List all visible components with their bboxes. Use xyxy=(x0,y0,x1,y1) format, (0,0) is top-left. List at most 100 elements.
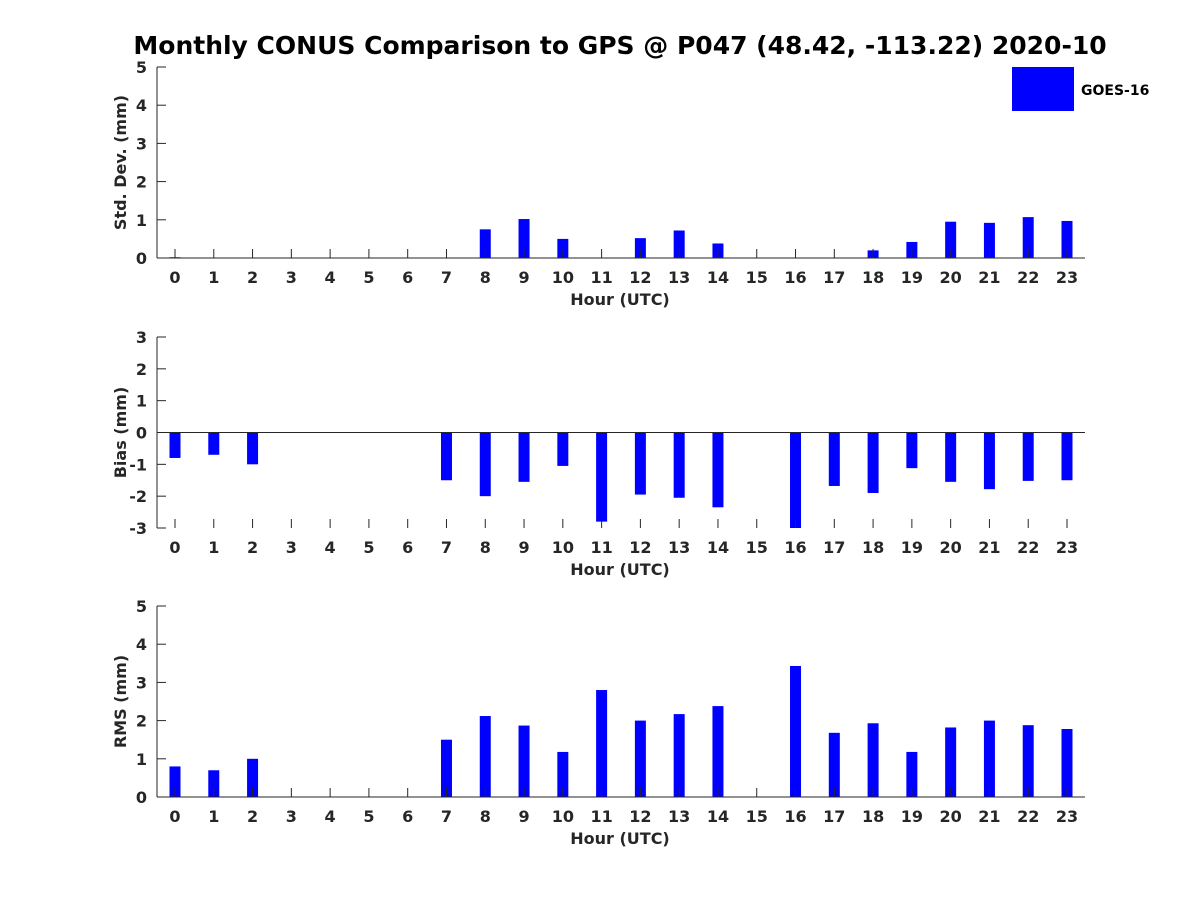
y-tick-label-bias-3: 3 xyxy=(136,328,147,347)
x-tick-label-rms-16: 16 xyxy=(784,807,806,826)
y-tick-label-std-5: 5 xyxy=(136,58,147,77)
x-tick-label-bias-15: 15 xyxy=(746,538,768,557)
bar-rms-12 xyxy=(634,720,646,797)
x-tick-label-rms-15: 15 xyxy=(746,807,768,826)
x-tick-label-rms-17: 17 xyxy=(823,807,845,826)
x-tick-label-std-13: 13 xyxy=(668,268,690,287)
bar-std-23 xyxy=(1061,220,1073,258)
bar-std-10 xyxy=(557,238,569,258)
x-tick-label-std-2: 2 xyxy=(247,268,258,287)
x-tick-label-rms-8: 8 xyxy=(480,807,491,826)
x-tick-label-bias-19: 19 xyxy=(901,538,923,557)
y-tick-label-bias--2: -2 xyxy=(129,487,147,506)
bar-rms-21 xyxy=(983,720,995,797)
bar-std-13 xyxy=(673,230,685,258)
x-tick-label-rms-14: 14 xyxy=(707,807,729,826)
x-tick-label-bias-21: 21 xyxy=(978,538,1000,557)
x-tick-label-bias-12: 12 xyxy=(629,538,651,557)
x-tick-label-rms-19: 19 xyxy=(901,807,923,826)
x-tick-label-bias-8: 8 xyxy=(480,538,491,557)
bar-std-21 xyxy=(983,222,995,258)
legend-swatch-goes-16 xyxy=(1012,67,1074,111)
legend-label-goes-16: GOES-16 xyxy=(1081,83,1149,99)
x-tick-label-rms-10: 10 xyxy=(552,807,574,826)
x-tick-label-rms-21: 21 xyxy=(978,807,1000,826)
y-tick-label-bias--3: -3 xyxy=(129,519,147,538)
x-tick-label-std-21: 21 xyxy=(978,268,1000,287)
x-tick-label-std-23: 23 xyxy=(1056,268,1078,287)
legend: GOES-16 xyxy=(1012,67,1149,111)
bar-rms-11 xyxy=(596,690,608,797)
x-tick-label-bias-6: 6 xyxy=(402,538,413,557)
bar-bias-7 xyxy=(440,432,452,481)
x-tick-label-bias-16: 16 xyxy=(784,538,806,557)
bar-bias-2 xyxy=(247,432,259,465)
bar-bias-8 xyxy=(479,432,491,497)
x-tick-label-std-18: 18 xyxy=(862,268,884,287)
x-tick-label-std-3: 3 xyxy=(286,268,297,287)
x-tick-label-rms-0: 0 xyxy=(169,807,180,826)
y-tick-label-std-1: 1 xyxy=(136,211,147,230)
x-tick-label-std-7: 7 xyxy=(441,268,452,287)
x-tick-label-bias-0: 0 xyxy=(169,538,180,557)
x-tick-label-std-8: 8 xyxy=(480,268,491,287)
y-tick-label-std-3: 3 xyxy=(136,134,147,153)
bar-bias-1 xyxy=(208,432,220,455)
y-tick-label-rms-0: 0 xyxy=(136,788,147,807)
y-tick-label-std-0: 0 xyxy=(136,249,147,268)
bar-rms-9 xyxy=(518,725,530,797)
bar-bias-21 xyxy=(983,432,995,490)
x-tick-label-rms-9: 9 xyxy=(518,807,529,826)
x-tick-label-bias-3: 3 xyxy=(286,538,297,557)
bar-std-9 xyxy=(518,219,530,258)
x-tick-label-rms-1: 1 xyxy=(208,807,219,826)
bar-rms-0 xyxy=(169,766,181,797)
x-tick-label-std-4: 4 xyxy=(325,268,336,287)
x-tick-label-std-1: 1 xyxy=(208,268,219,287)
x-tick-label-std-14: 14 xyxy=(707,268,729,287)
x-axis-label-bias: Hour (UTC) xyxy=(570,560,670,579)
bar-bias-19 xyxy=(906,432,918,469)
x-tick-label-rms-18: 18 xyxy=(862,807,884,826)
x-tick-label-std-9: 9 xyxy=(518,268,529,287)
y-tick-label-rms-3: 3 xyxy=(136,673,147,692)
x-tick-label-rms-4: 4 xyxy=(325,807,336,826)
y-tick-label-rms-1: 1 xyxy=(136,750,147,769)
panels: 0 1 2 3 4 5 6 7 8 9 10 11 12 13 14 15 16 17 18 19 20 21 22 2301… xyxy=(111,58,1085,848)
y-tick-label-rms-5: 5 xyxy=(136,597,147,616)
x-tick-label-bias-18: 18 xyxy=(862,538,884,557)
x-tick-label-bias-10: 10 xyxy=(552,538,574,557)
x-tick-label-std-0: 0 xyxy=(169,268,180,287)
x-tick-label-rms-3: 3 xyxy=(286,807,297,826)
bar-bias-23 xyxy=(1061,432,1073,481)
panel-rms: 0 1 2 3 4 5 6 7 8 9 10 11 12 13 14 15 16 17 18 19 20 21 22 2301… xyxy=(111,597,1085,848)
x-tick-label-std-16: 16 xyxy=(784,268,806,287)
x-tick-label-std-15: 15 xyxy=(746,268,768,287)
x-tick-label-std-11: 11 xyxy=(590,268,612,287)
bar-bias-18 xyxy=(867,432,879,493)
bar-bias-12 xyxy=(634,432,646,495)
y-tick-label-bias-0: 0 xyxy=(136,424,147,443)
x-tick-label-bias-2: 2 xyxy=(247,538,258,557)
bar-rms-1 xyxy=(208,770,220,797)
bar-rms-19 xyxy=(906,751,918,797)
x-tick-label-bias-22: 22 xyxy=(1017,538,1039,557)
x-tick-label-bias-7: 7 xyxy=(441,538,452,557)
bar-rms-23 xyxy=(1061,729,1073,797)
x-tick-label-rms-7: 7 xyxy=(441,807,452,826)
x-tick-label-std-5: 5 xyxy=(363,268,374,287)
bar-std-8 xyxy=(479,229,491,258)
bar-std-12 xyxy=(634,238,646,258)
panel-std: 0 1 2 3 4 5 6 7 8 9 10 11 12 13 14 15 16 17 18 19 20 21 22 2301… xyxy=(111,58,1085,309)
bar-rms-10 xyxy=(557,751,569,797)
x-tick-label-rms-12: 12 xyxy=(629,807,651,826)
x-tick-label-rms-23: 23 xyxy=(1056,807,1078,826)
y-axis-label-rms: RMS (mm) xyxy=(111,655,130,748)
bar-bias-14 xyxy=(712,432,724,508)
x-tick-label-bias-1: 1 xyxy=(208,538,219,557)
x-tick-label-std-19: 19 xyxy=(901,268,923,287)
bar-bias-10 xyxy=(557,432,569,466)
bar-bias-22 xyxy=(1022,432,1034,481)
bar-std-20 xyxy=(945,221,957,258)
